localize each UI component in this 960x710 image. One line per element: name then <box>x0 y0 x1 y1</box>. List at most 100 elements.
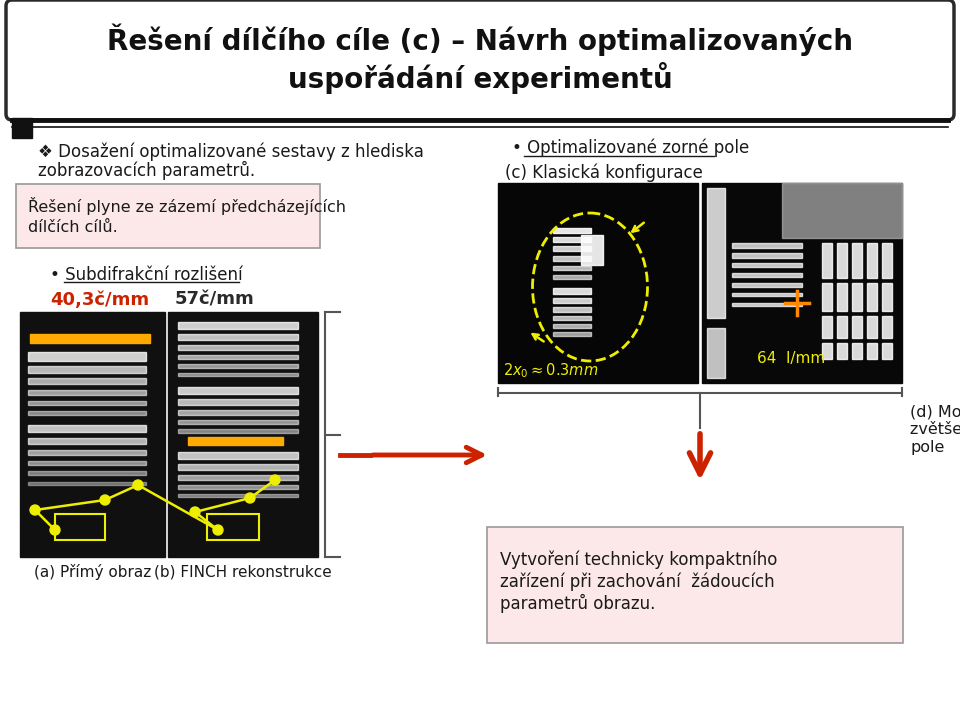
Bar <box>553 332 591 336</box>
Bar <box>553 298 591 303</box>
Text: 40,3č/mm: 40,3č/mm <box>50 291 149 309</box>
Bar <box>732 273 802 277</box>
Bar <box>28 352 146 361</box>
Bar <box>837 243 847 278</box>
Bar <box>553 256 591 261</box>
Text: ❖ Dosažení optimalizované sestavy z hlediska: ❖ Dosažení optimalizované sestavy z hled… <box>38 143 424 161</box>
Bar <box>732 263 802 267</box>
Bar <box>30 334 150 343</box>
Bar <box>498 183 698 383</box>
FancyBboxPatch shape <box>487 527 903 643</box>
Bar <box>882 243 892 278</box>
Bar <box>707 328 725 378</box>
Bar <box>867 343 877 359</box>
Text: parametrů obrazu.: parametrů obrazu. <box>500 594 656 613</box>
Bar <box>20 312 165 557</box>
Bar <box>55 514 105 540</box>
Text: Vytvoření technicky kompaktního: Vytvoření technicky kompaktního <box>500 551 778 569</box>
Text: (a) Přímý obraz: (a) Přímý obraz <box>35 564 152 580</box>
Bar <box>581 235 603 265</box>
Bar <box>553 266 591 270</box>
Bar <box>852 316 862 338</box>
Bar <box>822 343 832 359</box>
Bar <box>28 425 146 432</box>
Bar <box>178 322 298 329</box>
Text: 57č/mm: 57č/mm <box>175 291 254 309</box>
Bar <box>882 283 892 311</box>
FancyBboxPatch shape <box>6 0 954 120</box>
Bar <box>28 438 146 444</box>
Text: Řešení plyne ze zázemí předcházejících: Řešení plyne ze zázemí předcházejících <box>28 197 346 215</box>
Circle shape <box>50 525 60 535</box>
Bar <box>732 283 802 287</box>
Bar <box>178 355 298 359</box>
Bar <box>553 237 591 242</box>
Text: Řešení dílčího cíle (c) – Návrh optimalizovaných: Řešení dílčího cíle (c) – Návrh optimali… <box>107 23 853 56</box>
Text: 64  l/mm: 64 l/mm <box>757 351 826 366</box>
Bar <box>178 485 298 489</box>
Text: dílčích cílů.: dílčích cílů. <box>28 221 118 236</box>
Bar <box>28 378 146 384</box>
Bar <box>732 243 802 248</box>
Bar <box>553 307 591 312</box>
Text: $2x_0\approx0.3mm$: $2x_0\approx0.3mm$ <box>503 361 598 381</box>
Bar <box>852 243 862 278</box>
Bar <box>553 316 591 320</box>
Bar <box>882 343 892 359</box>
Text: zařízení při zachování  žádoucích: zařízení při zachování žádoucích <box>500 573 775 591</box>
Bar <box>553 228 591 233</box>
Bar <box>178 334 298 340</box>
Bar <box>207 514 259 540</box>
Bar <box>882 316 892 338</box>
Circle shape <box>133 480 143 490</box>
Bar <box>732 253 802 258</box>
Bar <box>837 283 847 311</box>
Text: (c) Klasická konfigurace: (c) Klasická konfigurace <box>505 164 703 182</box>
Bar <box>178 494 298 497</box>
Circle shape <box>190 507 200 517</box>
Text: (b) FINCH rekonstrukce: (b) FINCH rekonstrukce <box>155 564 332 579</box>
Text: uspořádání experimentů: uspořádání experimentů <box>288 62 672 94</box>
Circle shape <box>270 475 280 485</box>
Bar <box>178 364 298 368</box>
Bar <box>553 324 591 328</box>
Circle shape <box>213 525 223 535</box>
Bar <box>822 283 832 311</box>
Bar <box>867 283 877 311</box>
Bar <box>28 471 146 475</box>
Bar <box>178 475 298 480</box>
Circle shape <box>100 495 110 505</box>
Bar <box>822 243 832 278</box>
Bar <box>178 464 298 470</box>
Bar <box>178 452 298 459</box>
Bar <box>178 345 298 350</box>
Bar <box>178 410 298 415</box>
Text: zobrazovacích parametrů.: zobrazovacích parametrů. <box>38 160 255 180</box>
Bar <box>732 293 802 296</box>
Bar <box>867 243 877 278</box>
Bar <box>732 303 802 306</box>
Bar <box>553 275 591 279</box>
Bar <box>837 316 847 338</box>
Bar <box>12 118 32 138</box>
Bar <box>28 411 146 415</box>
Circle shape <box>30 505 40 515</box>
Bar <box>782 183 902 238</box>
FancyArrowPatch shape <box>372 447 482 463</box>
Bar <box>553 246 591 251</box>
Bar <box>178 399 298 405</box>
Bar <box>852 283 862 311</box>
Bar <box>867 316 877 338</box>
Circle shape <box>245 493 255 503</box>
Bar <box>178 373 298 376</box>
Bar <box>178 429 298 433</box>
Bar <box>178 387 298 394</box>
Bar <box>837 343 847 359</box>
Bar <box>28 390 146 395</box>
FancyBboxPatch shape <box>16 184 320 248</box>
Bar <box>28 401 146 405</box>
Bar <box>28 461 146 465</box>
Bar <box>28 482 146 485</box>
Bar <box>188 437 283 445</box>
Text: • Subdifrakční rozlišení: • Subdifrakční rozlišení <box>50 266 243 284</box>
